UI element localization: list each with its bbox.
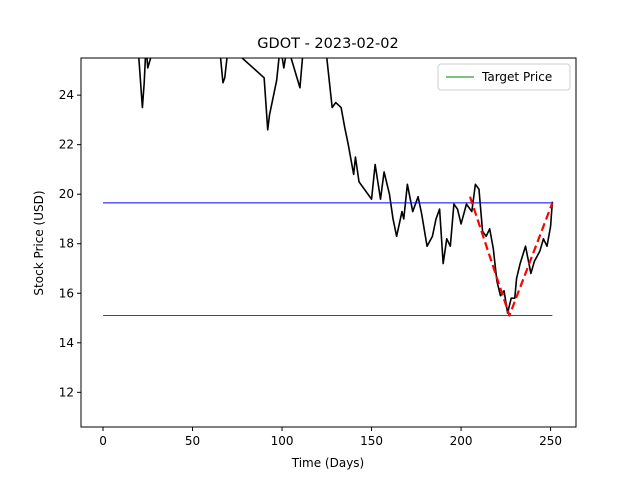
series-line — [468, 196, 554, 317]
y-tick-label: 16 — [59, 286, 74, 300]
legend-label: Target Price — [481, 70, 552, 84]
y-axis-label: Stock Price (USD) — [32, 190, 46, 295]
y-tick-label: 18 — [59, 237, 74, 251]
legend-box — [437, 63, 571, 91]
x-tick-label: 200 — [450, 434, 473, 448]
axes-frame — [80, 57, 577, 428]
plot-area — [103, 58, 554, 317]
y-tick-label: 14 — [59, 336, 74, 350]
x-tick-label: 150 — [360, 434, 383, 448]
x-axis-label: Time (Days) — [291, 456, 365, 470]
y-tick-label: 12 — [59, 385, 74, 399]
x-tick-label: 0 — [99, 434, 107, 448]
x-tick-label: 250 — [539, 434, 562, 448]
y-tick-label: 20 — [59, 187, 74, 201]
chart-title: GDOT - 2023-02-02 — [257, 36, 398, 52]
x-tick-label: 50 — [185, 434, 200, 448]
y-tick-label: 24 — [59, 88, 74, 102]
series-line — [137, 58, 554, 314]
x-tick-label: 100 — [271, 434, 294, 448]
y-tick-label: 22 — [59, 138, 74, 152]
